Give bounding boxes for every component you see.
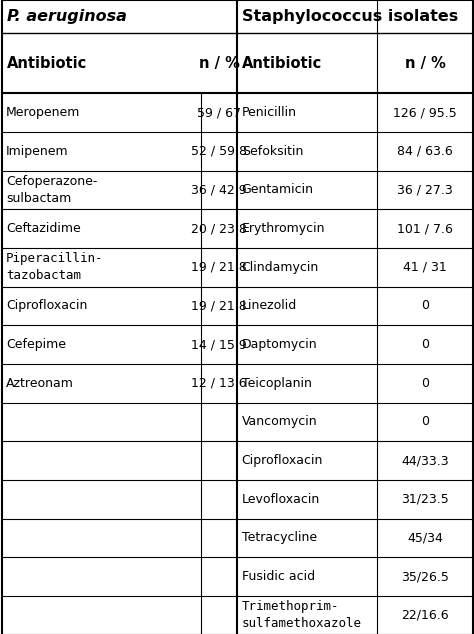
Text: 36 / 27.3: 36 / 27.3 <box>397 183 453 197</box>
Text: 19 / 21.8: 19 / 21.8 <box>191 261 247 274</box>
Text: Vancomycin: Vancomycin <box>242 415 318 429</box>
Text: 44/33.3: 44/33.3 <box>401 454 449 467</box>
Text: Teicoplanin: Teicoplanin <box>242 377 311 390</box>
Text: 20 / 23.8: 20 / 23.8 <box>191 222 247 235</box>
Text: 41 / 31: 41 / 31 <box>403 261 447 274</box>
Text: Tetracycline: Tetracycline <box>242 531 317 545</box>
Text: P. aeruginosa: P. aeruginosa <box>7 9 127 24</box>
Text: sulfamethoxazole: sulfamethoxazole <box>242 618 362 630</box>
Text: Levofloxacin: Levofloxacin <box>242 493 320 506</box>
Text: 0: 0 <box>421 377 429 390</box>
Text: Penicillin: Penicillin <box>242 106 297 119</box>
Text: Trimethoprim-: Trimethoprim- <box>242 600 339 613</box>
Text: Aztreonam: Aztreonam <box>6 377 74 390</box>
Text: Piperacillin-: Piperacillin- <box>6 252 104 265</box>
Text: 0: 0 <box>421 299 429 313</box>
Text: sulbactam: sulbactam <box>6 192 72 205</box>
Text: 12 / 13.6: 12 / 13.6 <box>191 377 247 390</box>
Text: 126 / 95.5: 126 / 95.5 <box>393 106 457 119</box>
Text: Ciprofloxacin: Ciprofloxacin <box>242 454 323 467</box>
Text: 101 / 7.6: 101 / 7.6 <box>397 222 453 235</box>
Text: Imipenem: Imipenem <box>6 145 69 158</box>
Text: 84 / 63.6: 84 / 63.6 <box>397 145 453 158</box>
Text: 52 / 59.8: 52 / 59.8 <box>191 145 247 158</box>
Text: 59 / 67: 59 / 67 <box>197 106 241 119</box>
Text: n / %: n / % <box>199 56 240 70</box>
Text: n / %: n / % <box>404 56 446 70</box>
Text: 31/23.5: 31/23.5 <box>401 493 449 506</box>
Text: 0: 0 <box>421 415 429 429</box>
Text: Cefoperazone-: Cefoperazone- <box>6 175 98 188</box>
Text: 22/16.6: 22/16.6 <box>401 609 449 622</box>
Text: Erythromycin: Erythromycin <box>242 222 325 235</box>
Text: 35/26.5: 35/26.5 <box>401 570 449 583</box>
Text: 19 / 21.8: 19 / 21.8 <box>191 299 247 313</box>
Text: 36 / 42.9: 36 / 42.9 <box>191 183 247 197</box>
Text: Daptomycin: Daptomycin <box>242 338 318 351</box>
Text: tazobactam: tazobactam <box>6 269 81 282</box>
Text: Gentamicin: Gentamicin <box>242 183 314 197</box>
Text: Cefepime: Cefepime <box>6 338 66 351</box>
Text: Antibiotic: Antibiotic <box>7 56 87 70</box>
Text: 45/34: 45/34 <box>407 531 443 545</box>
Text: 0: 0 <box>421 338 429 351</box>
Text: Ciprofloxacin: Ciprofloxacin <box>6 299 88 313</box>
Text: 14 / 15.9: 14 / 15.9 <box>191 338 247 351</box>
Text: Meropenem: Meropenem <box>6 106 81 119</box>
Text: Clindamycin: Clindamycin <box>242 261 319 274</box>
Text: Ceftazidime: Ceftazidime <box>6 222 81 235</box>
Text: Sefoksitin: Sefoksitin <box>242 145 303 158</box>
Text: Antibiotic: Antibiotic <box>242 56 322 70</box>
Text: Linezolid: Linezolid <box>242 299 297 313</box>
Text: Staphylococcus isolates: Staphylococcus isolates <box>242 9 458 24</box>
Text: Fusidic acid: Fusidic acid <box>242 570 315 583</box>
